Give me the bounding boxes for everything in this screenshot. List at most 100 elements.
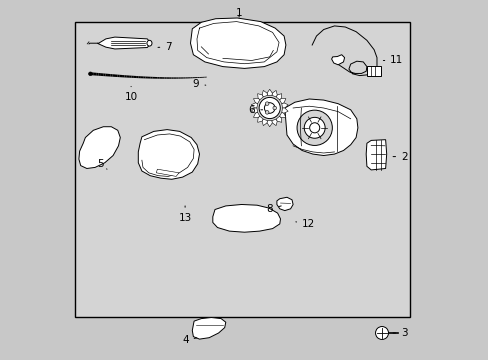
Polygon shape bbox=[281, 108, 287, 113]
Ellipse shape bbox=[304, 117, 325, 138]
Ellipse shape bbox=[265, 102, 268, 105]
Ellipse shape bbox=[88, 72, 92, 76]
Polygon shape bbox=[108, 74, 110, 77]
Ellipse shape bbox=[265, 111, 268, 114]
Polygon shape bbox=[110, 74, 112, 77]
Polygon shape bbox=[183, 77, 185, 78]
Polygon shape bbox=[105, 74, 108, 76]
Polygon shape bbox=[204, 77, 206, 78]
Text: 8: 8 bbox=[266, 204, 281, 214]
Ellipse shape bbox=[296, 110, 332, 145]
Polygon shape bbox=[279, 98, 285, 104]
Bar bbox=[366, 66, 381, 76]
Ellipse shape bbox=[309, 123, 319, 133]
Polygon shape bbox=[281, 103, 287, 108]
Polygon shape bbox=[262, 90, 267, 97]
Polygon shape bbox=[160, 77, 162, 79]
Polygon shape bbox=[120, 75, 122, 77]
Polygon shape bbox=[122, 75, 124, 77]
Polygon shape bbox=[202, 77, 204, 78]
Polygon shape bbox=[276, 116, 281, 122]
Polygon shape bbox=[257, 116, 263, 122]
Polygon shape bbox=[212, 204, 280, 232]
Text: 1: 1 bbox=[235, 8, 242, 18]
Polygon shape bbox=[197, 77, 199, 78]
Ellipse shape bbox=[264, 103, 274, 113]
Polygon shape bbox=[262, 119, 267, 126]
Polygon shape bbox=[181, 77, 183, 78]
Polygon shape bbox=[150, 77, 152, 78]
Polygon shape bbox=[138, 76, 141, 78]
Text: 11: 11 bbox=[383, 55, 403, 66]
Polygon shape bbox=[266, 121, 272, 127]
Polygon shape bbox=[190, 77, 192, 78]
Polygon shape bbox=[251, 108, 257, 113]
Text: 6: 6 bbox=[248, 105, 262, 115]
Text: 7: 7 bbox=[158, 42, 172, 52]
Text: 3: 3 bbox=[392, 328, 407, 338]
Ellipse shape bbox=[375, 327, 387, 339]
Polygon shape bbox=[124, 75, 126, 78]
Text: 12: 12 bbox=[295, 219, 315, 229]
Polygon shape bbox=[276, 197, 292, 211]
Polygon shape bbox=[284, 99, 357, 156]
Ellipse shape bbox=[272, 106, 276, 110]
Text: 9: 9 bbox=[192, 78, 205, 89]
Text: 5: 5 bbox=[97, 159, 107, 169]
Polygon shape bbox=[251, 103, 257, 108]
Polygon shape bbox=[99, 73, 101, 76]
Polygon shape bbox=[192, 318, 225, 339]
Polygon shape bbox=[185, 77, 187, 78]
Polygon shape bbox=[195, 77, 197, 78]
Polygon shape bbox=[143, 76, 145, 78]
Text: 10: 10 bbox=[124, 86, 138, 102]
Polygon shape bbox=[101, 73, 103, 76]
Polygon shape bbox=[117, 75, 120, 77]
Polygon shape bbox=[91, 72, 94, 76]
Polygon shape bbox=[148, 77, 150, 78]
Polygon shape bbox=[112, 74, 115, 77]
Polygon shape bbox=[141, 76, 143, 78]
Polygon shape bbox=[136, 76, 138, 78]
Polygon shape bbox=[266, 89, 272, 95]
Polygon shape bbox=[190, 18, 285, 68]
Polygon shape bbox=[115, 75, 117, 77]
Polygon shape bbox=[157, 77, 160, 79]
Polygon shape bbox=[131, 76, 134, 78]
Polygon shape bbox=[331, 55, 344, 65]
Text: 2: 2 bbox=[392, 152, 407, 162]
Text: 13: 13 bbox=[178, 206, 191, 223]
Polygon shape bbox=[155, 77, 157, 79]
Polygon shape bbox=[129, 76, 131, 78]
Polygon shape bbox=[178, 77, 181, 78]
Polygon shape bbox=[96, 73, 99, 76]
Text: 4: 4 bbox=[182, 335, 196, 345]
Bar bbox=[75, 22, 409, 317]
Polygon shape bbox=[152, 77, 155, 79]
Polygon shape bbox=[169, 77, 171, 79]
Polygon shape bbox=[176, 77, 178, 79]
Ellipse shape bbox=[259, 98, 280, 118]
Polygon shape bbox=[276, 94, 281, 100]
Polygon shape bbox=[94, 73, 96, 76]
Polygon shape bbox=[166, 77, 169, 79]
Polygon shape bbox=[257, 94, 263, 100]
Polygon shape bbox=[126, 75, 129, 78]
Polygon shape bbox=[103, 73, 105, 76]
Polygon shape bbox=[134, 76, 136, 78]
Polygon shape bbox=[156, 169, 179, 176]
Polygon shape bbox=[199, 77, 202, 78]
Polygon shape bbox=[171, 77, 173, 79]
Polygon shape bbox=[279, 112, 285, 118]
Polygon shape bbox=[253, 98, 259, 104]
Polygon shape bbox=[162, 77, 164, 79]
Polygon shape bbox=[98, 37, 151, 49]
Polygon shape bbox=[173, 77, 176, 79]
Polygon shape bbox=[138, 130, 199, 179]
Ellipse shape bbox=[146, 40, 152, 46]
Polygon shape bbox=[187, 77, 190, 78]
Polygon shape bbox=[366, 140, 386, 170]
Polygon shape bbox=[79, 127, 120, 168]
Polygon shape bbox=[253, 112, 259, 118]
Polygon shape bbox=[271, 119, 277, 126]
